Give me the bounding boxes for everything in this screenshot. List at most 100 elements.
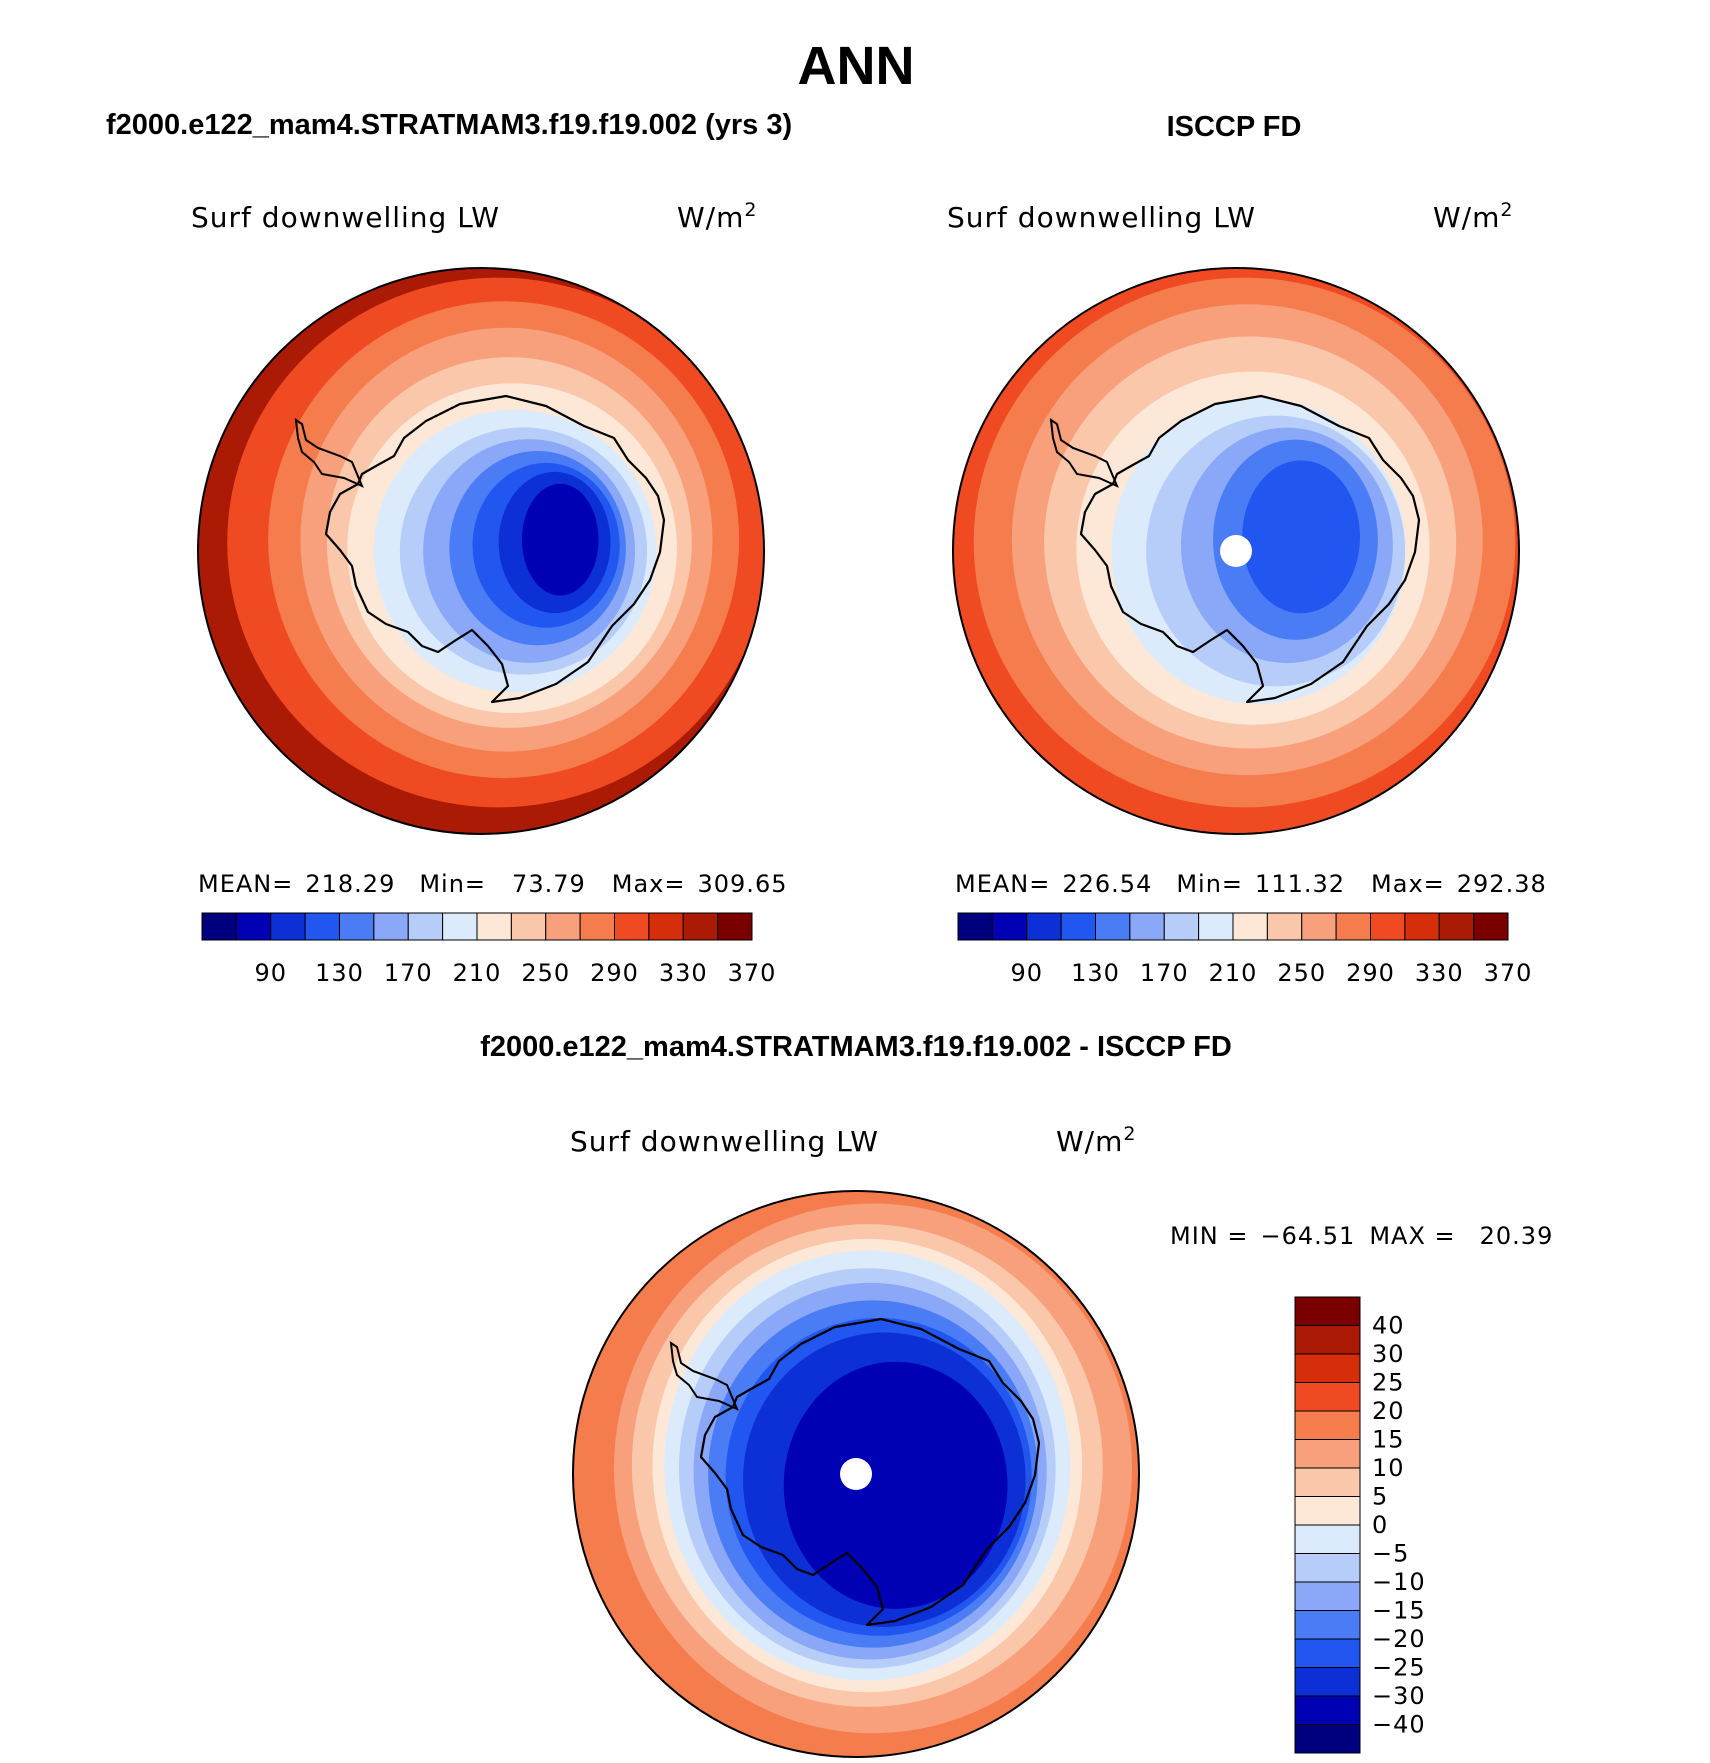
colorbar-tick-label: −30 [1372, 1682, 1426, 1710]
contour-region-130 [1242, 460, 1360, 614]
colorbar-swatch [1026, 912, 1062, 941]
colorbar-swatch [1198, 912, 1234, 941]
colorbar-swatch [1294, 1667, 1361, 1697]
colorbar-model: 90 130 170 210 250 290 330 370 [201, 912, 777, 987]
contour-region-90 [521, 483, 599, 596]
colorbar-swatch [1294, 1524, 1361, 1554]
colorbar-swatch [1294, 1467, 1361, 1497]
colorbar-swatch [1294, 1724, 1361, 1754]
colorbar-swatch [1060, 912, 1096, 941]
colorbar-swatch [1438, 912, 1475, 941]
colorbar-swatch [579, 912, 615, 941]
panel-observations-heading: ISCCP FD [1167, 111, 1302, 143]
colorbar-tick-label: 250 [1277, 959, 1326, 987]
colorbar-tick-label: 370 [728, 959, 777, 987]
colorbar-swatch [1294, 1439, 1361, 1469]
figure-title: ANN [798, 36, 915, 96]
polar-map-observations-border [952, 267, 1520, 835]
colorbar-tick-label: 90 [254, 959, 287, 987]
panel-difference: f2000.e122_mam4.STRATMAM3.f19.f19.002 - … [480, 1031, 1553, 1758]
contour-region--40 [783, 1361, 1008, 1609]
colorbar-swatch [1294, 1325, 1361, 1355]
panel-difference-stats: MIN = −64.51 MAX = 20.39 [1170, 1222, 1553, 1250]
polar-map-model [198, 268, 764, 834]
colorbar-swatch [991, 912, 1028, 941]
panel-difference-units-label: W/m2 [1056, 1123, 1137, 1158]
colorbar-tick-label: 0 [1372, 1511, 1388, 1539]
colorbar-tick-label: −5 [1372, 1540, 1409, 1568]
colorbar-swatch [476, 912, 512, 941]
colorbar-swatch [717, 912, 753, 941]
colorbar-swatch [1294, 1382, 1361, 1412]
colorbar-swatch [1294, 1296, 1361, 1326]
colorbar-tick-label: 170 [1140, 959, 1189, 987]
polar-map-observations [953, 268, 1519, 834]
colorbar-swatch [1370, 912, 1406, 941]
colorbar-tick-label: 20 [1372, 1397, 1405, 1425]
panel-observations: ISCCP FD Surf downwelling LW W/m2 MEAN= 2… [947, 111, 1547, 987]
colorbar-tick-label: 10 [1372, 1454, 1405, 1482]
colorbar-tick-label: 290 [1346, 959, 1395, 987]
contour-fill-model [198, 268, 764, 834]
antarctica-coastline-model [294, 394, 666, 704]
contour-fill-observations [953, 268, 1519, 834]
colorbar-swatch [1294, 1410, 1361, 1440]
colorbar-swatch [1473, 912, 1509, 941]
colorbar-swatch [1294, 1353, 1361, 1383]
antarctica-coastline-observations [1049, 394, 1421, 704]
antarctica-coastline-difference [669, 1317, 1041, 1627]
polar-map-difference-border [572, 1190, 1140, 1758]
colorbar-swatch [270, 912, 306, 941]
colorbar-swatch [442, 912, 478, 941]
colorbar-swatch [373, 912, 409, 941]
pole-missing-data-dot [1220, 535, 1252, 567]
colorbar-swatch [304, 912, 340, 941]
colorbar-tick-label: 290 [590, 959, 639, 987]
colorbar-swatch [648, 912, 684, 941]
colorbar-swatch [1129, 912, 1165, 941]
colorbar-swatch [1232, 912, 1268, 941]
panel-model: f2000.e122_mam4.STRATMAM3.f19.f19.002 (y… [106, 109, 792, 987]
colorbar-swatch [957, 912, 993, 941]
colorbar-tick-label: 30 [1372, 1340, 1405, 1368]
panel-model-heading: f2000.e122_mam4.STRATMAM3.f19.f19.002 (y… [106, 109, 792, 141]
panel-observations-variable-label: Surf downwelling LW [947, 201, 1256, 234]
polar-map-model-border [197, 267, 765, 835]
colorbar-tick-label: −15 [1372, 1597, 1426, 1625]
colorbar-swatch [682, 912, 719, 941]
colorbar-swatch [235, 912, 272, 941]
colorbar-tick-label: 130 [315, 959, 364, 987]
colorbar-tick-label: −40 [1372, 1711, 1426, 1739]
colorbar-swatch [1294, 1553, 1361, 1583]
panel-model-units-label: W/m2 [677, 199, 758, 234]
panel-model-variable-label: Surf downwelling LW [191, 201, 500, 234]
colorbar-swatch [1404, 912, 1440, 941]
panel-difference-heading: f2000.e122_mam4.STRATMAM3.f19.f19.002 - … [480, 1031, 1232, 1063]
colorbar-swatch [201, 912, 237, 941]
colorbar-tick-label: −20 [1372, 1625, 1426, 1653]
colorbar-swatch [1294, 1610, 1361, 1640]
panel-observations-units-label: W/m2 [1433, 199, 1514, 234]
colorbar-tick-label: 210 [453, 959, 502, 987]
colorbar-swatch [1294, 1496, 1361, 1526]
colorbar-tick-label: 40 [1372, 1312, 1405, 1340]
colorbar-swatch [1266, 912, 1303, 941]
pole-missing-data-dot [840, 1458, 872, 1490]
panel-difference-variable-label: Surf downwelling LW [570, 1125, 879, 1158]
panel-observations-stats: MEAN= 226.54 Min= 111.32 Max= 292.38 [955, 870, 1547, 898]
colorbar-swatch [1301, 912, 1337, 941]
panel-model-stats: MEAN= 218.29 Min= 73.79 Max= 309.65 [198, 870, 787, 898]
colorbar-tick-label: 330 [1415, 959, 1464, 987]
colorbar-observations: 90 130 170 210 250 290 330 370 [957, 912, 1531, 987]
colorbar-swatch [339, 912, 375, 941]
colorbar-tick-label: 15 [1372, 1426, 1405, 1454]
colorbar-swatch [407, 912, 444, 941]
colorbar-swatch [614, 912, 650, 941]
colorbar-swatch [1294, 1695, 1361, 1725]
colorbar-swatch [1294, 1581, 1361, 1611]
colorbar-swatch [1095, 912, 1131, 941]
colorbar-swatch [1163, 912, 1200, 941]
colorbar-tick-label: 25 [1372, 1369, 1405, 1397]
